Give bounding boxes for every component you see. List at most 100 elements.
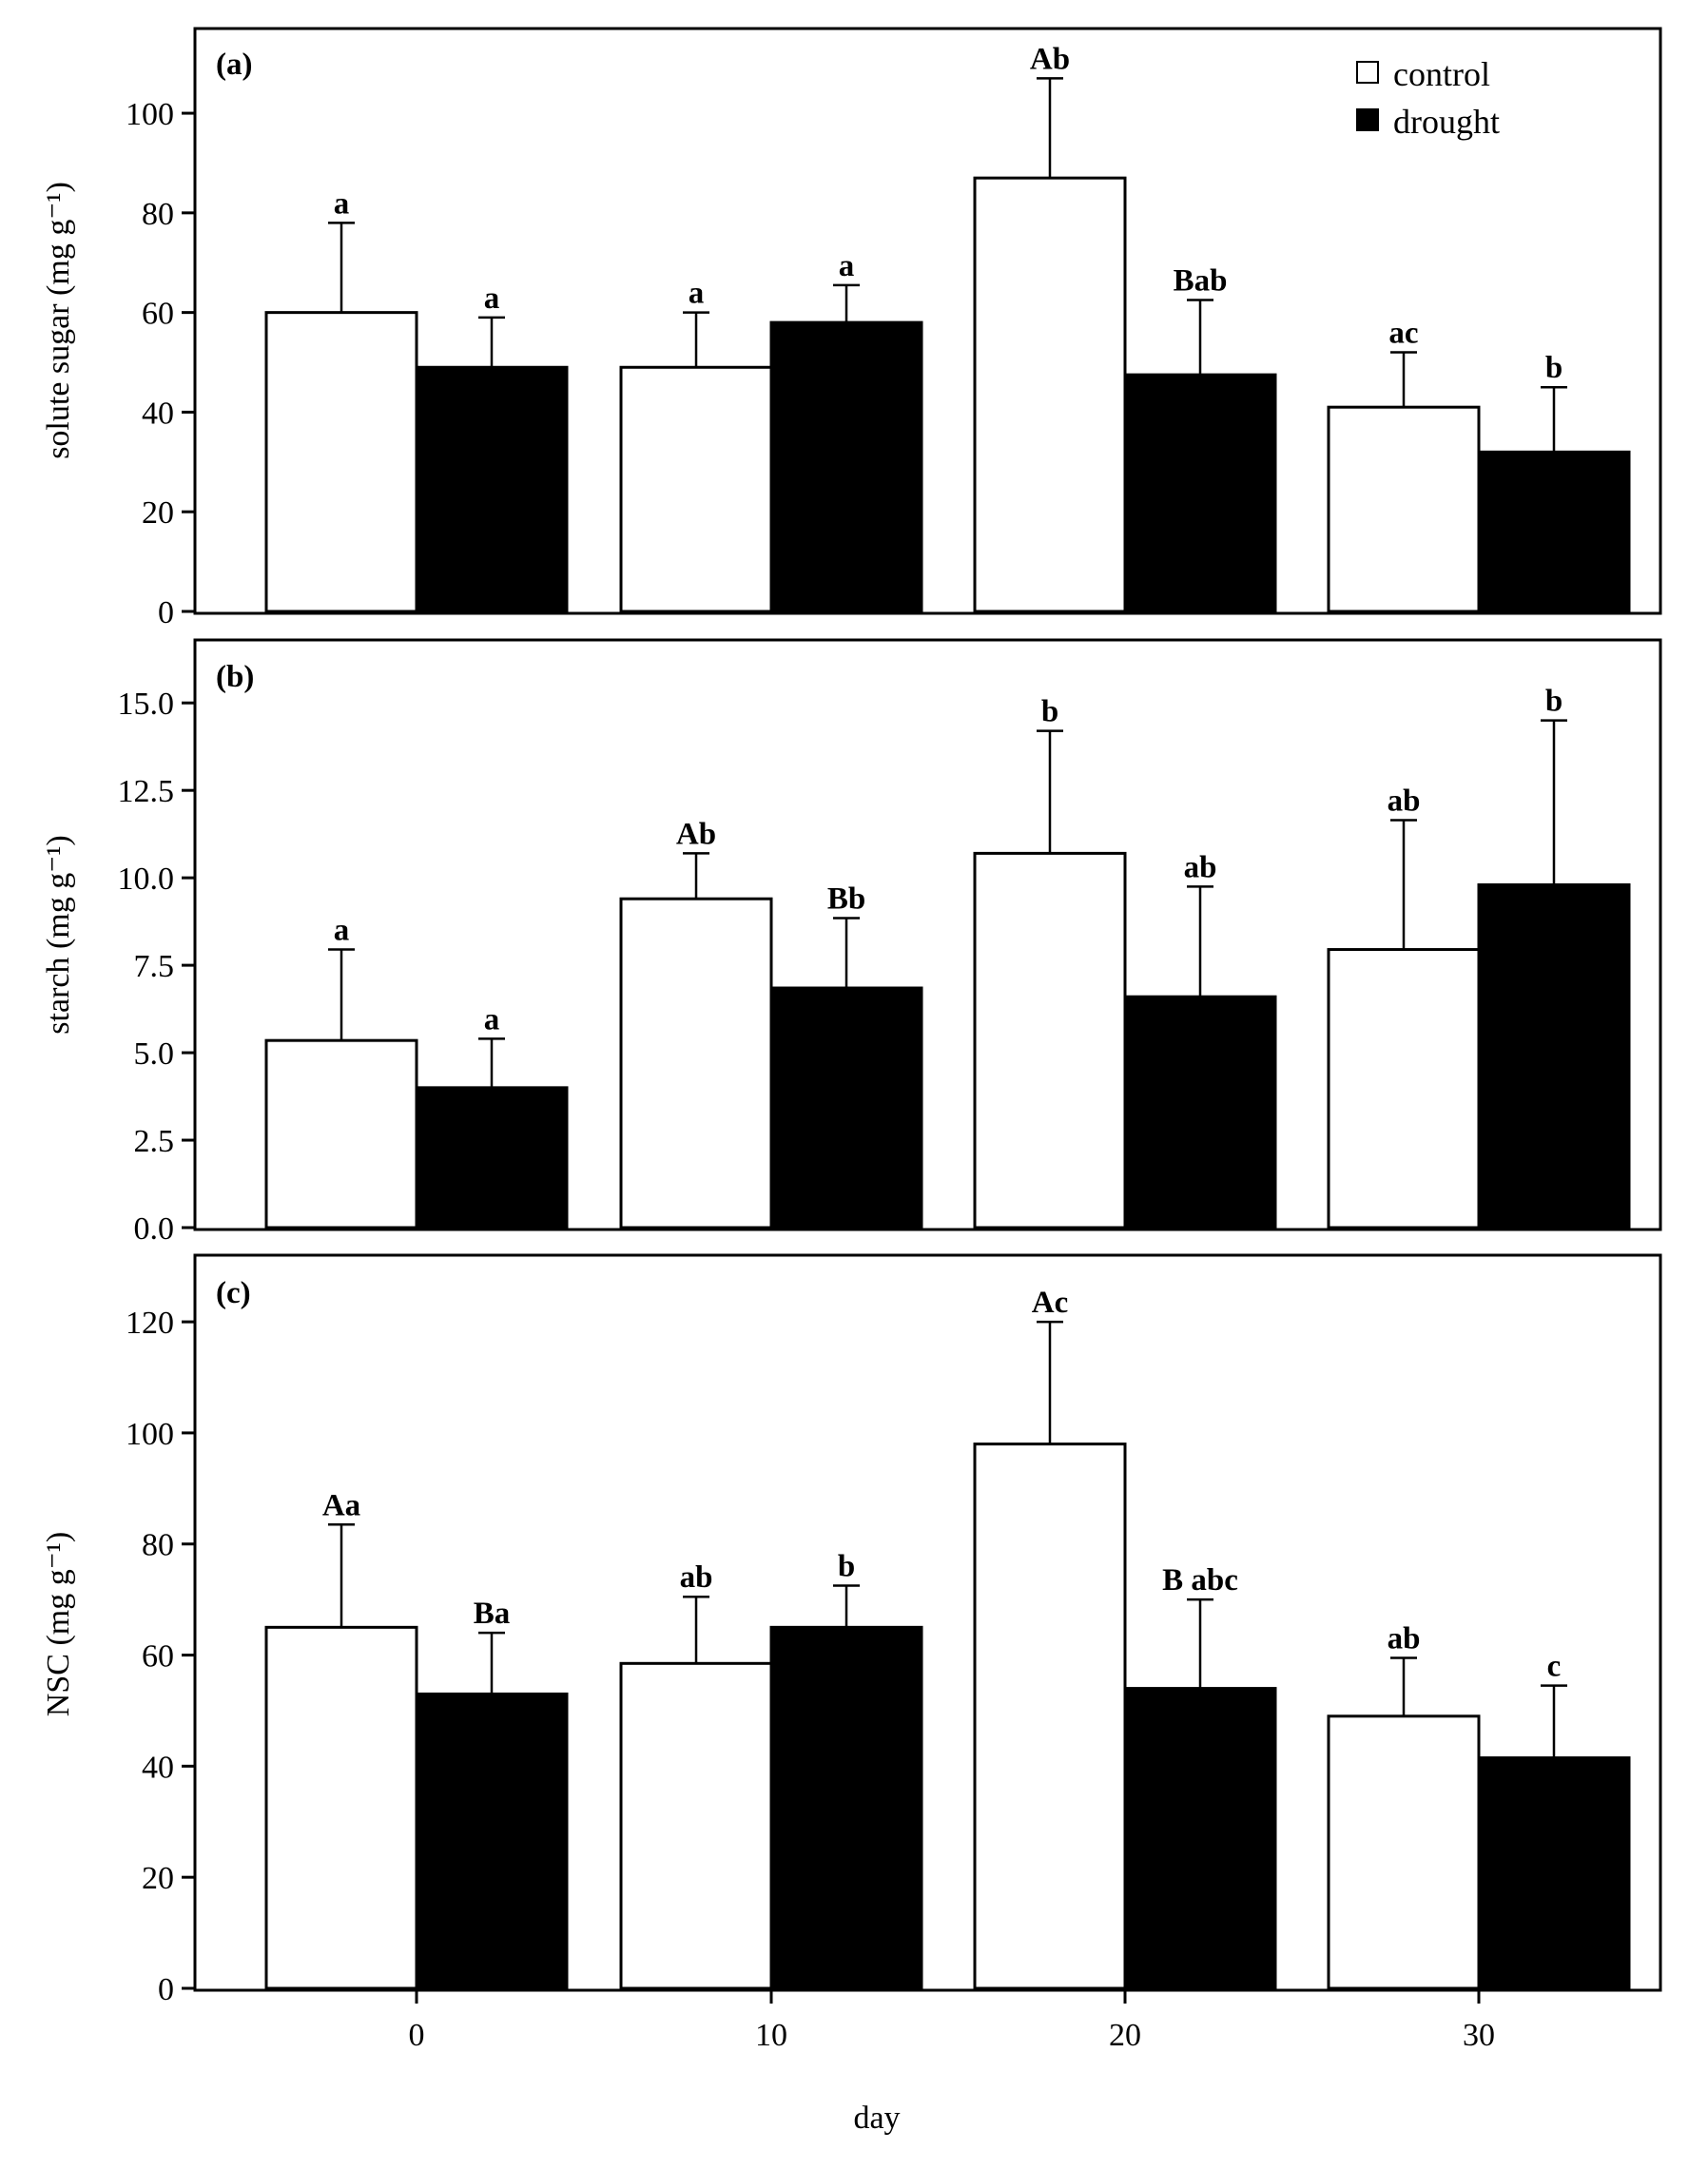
error-bar-control-day-20	[1037, 1320, 1063, 1444]
error-bar-drought-day-0	[478, 316, 505, 368]
significance-label: a	[334, 914, 350, 948]
panel-a-label: (a)	[216, 48, 252, 82]
bar-control-day-30	[1327, 405, 1481, 613]
significance-label: Aa	[322, 1488, 360, 1522]
legend-label-drought: drought	[1393, 103, 1500, 141]
error-bar-drought-day-30	[1541, 385, 1567, 453]
significance-label: b	[1041, 695, 1058, 729]
error-bar-drought-day-20	[1187, 299, 1213, 376]
panel-a-bars: a a a a Ab Bab ac b	[264, 42, 1631, 613]
significance-label: a	[334, 186, 350, 221]
legend-swatch-control	[1356, 61, 1379, 84]
error-bar-control-day-10	[683, 852, 709, 900]
bar-drought-day-30	[1477, 1756, 1631, 1990]
significance-label: Ab	[1030, 42, 1070, 76]
y-tick-label: 15.0	[118, 687, 175, 722]
x-tick-label: 20	[1109, 2018, 1141, 2053]
error-bar-control-day-30	[1390, 819, 1417, 950]
panel-a-y-ticks: 0 20 40 60 80 100	[126, 97, 195, 630]
panel-c-bars: Aa Ba ab b Ac B abc ab c	[264, 1286, 1631, 1990]
significance-label: b	[1545, 351, 1562, 385]
y-tick-label: 12.5	[118, 774, 175, 809]
bar-control-day-20	[973, 176, 1127, 613]
panel-c-y-axis-title: NSC (mg g⁻¹)	[41, 1532, 76, 1716]
y-tick-label: 100	[126, 1417, 174, 1452]
bar-control-day-30	[1327, 1714, 1481, 1990]
error-bar-control-day-30	[1390, 1656, 1417, 1716]
significance-label: Ba	[474, 1597, 511, 1631]
error-bar-drought-day-30	[1541, 719, 1567, 885]
panel-a-frame	[193, 27, 1662, 615]
y-tick-label: 120	[126, 1306, 174, 1341]
error-bar-control-day-20	[1037, 77, 1063, 179]
significance-label: ab	[1388, 784, 1421, 818]
error-bar-drought-day-10	[833, 917, 860, 989]
error-bar-drought-day-10	[833, 1584, 860, 1628]
y-tick-label: 7.5	[134, 949, 175, 984]
bar-control-day-10	[619, 1661, 773, 1990]
bar-drought-day-30	[1477, 450, 1631, 613]
bar-drought-day-10	[769, 1625, 923, 1990]
bar-control-day-20	[973, 1443, 1127, 1990]
panel-a-y-axis-title: solute sugar (mg g⁻¹)	[41, 182, 76, 459]
y-tick-label: 0.0	[134, 1211, 175, 1247]
significance-label: Ac	[1032, 1286, 1068, 1320]
x-tick-label: 0	[409, 2018, 425, 2053]
legend: control drought	[1356, 55, 1500, 141]
panel-c: 0 20 40 60 80 100 120 Aa Ba ab b Ac B abc ab c 0 10 20 3…	[41, 1253, 1662, 2136]
significance-label: ab	[1388, 1621, 1421, 1656]
y-tick-label: 5.0	[134, 1036, 175, 1072]
bar-control-day-0	[264, 311, 418, 613]
significance-label: c	[1547, 1650, 1562, 1684]
significance-label: Bab	[1174, 264, 1228, 299]
panel-b-y-ticks: 0.0 2.5 5.0 7.5 10.0 12.5 15.0	[118, 687, 195, 1247]
panel-b: 0.0 2.5 5.0 7.5 10.0 12.5 15.0 a a Ab Bb b ab ab b (b…	[41, 638, 1662, 1247]
panel-b-bars: a a Ab Bb b ab ab b	[264, 685, 1631, 1230]
bar-drought-day-0	[415, 365, 569, 613]
significance-label: B abc	[1162, 1563, 1238, 1598]
panel-c-y-ticks: 0 20 40 60 80 100 120	[126, 1306, 195, 2007]
legend-swatch-drought	[1356, 108, 1379, 131]
significance-label: ab	[1184, 850, 1217, 884]
error-bar-drought-day-10	[833, 283, 860, 323]
significance-label: Ab	[676, 817, 716, 851]
panel-c-label: (c)	[216, 1276, 251, 1310]
y-tick-label: 100	[126, 97, 174, 132]
bar-drought-day-10	[769, 320, 923, 613]
error-bar-control-day-0	[328, 222, 355, 313]
error-bar-control-day-10	[683, 311, 709, 368]
bar-drought-day-20	[1123, 373, 1277, 613]
y-tick-label: 40	[142, 1750, 174, 1785]
bar-control-day-0	[264, 1038, 418, 1230]
significance-label: a	[689, 277, 705, 311]
x-axis-title: day	[853, 2101, 900, 2136]
significance-label: a	[839, 249, 855, 283]
y-tick-label: 20	[142, 1861, 174, 1896]
panel-b-y-axis-title: starch (mg g⁻¹)	[41, 835, 76, 1034]
error-bar-drought-day-20	[1187, 1598, 1213, 1689]
bar-drought-day-0	[415, 1086, 569, 1230]
panel-c-x-ticks: 0 10 20 30	[409, 1990, 1495, 2053]
y-tick-label: 40	[142, 396, 174, 431]
bar-drought-day-0	[415, 1692, 569, 1990]
significance-label: a	[484, 1002, 500, 1036]
y-tick-label: 0	[158, 1972, 174, 2007]
significance-label: Bb	[827, 881, 865, 916]
bar-drought-day-10	[769, 986, 923, 1230]
y-tick-label: 20	[142, 495, 174, 531]
y-tick-label: 60	[142, 297, 174, 332]
panel-a: 0 20 40 60 80 100 a a a a Ab Bab ac b (a) solute sug…	[41, 27, 1662, 630]
error-bar-control-day-20	[1037, 729, 1063, 854]
significance-label: b	[838, 1550, 855, 1584]
legend-label-control: control	[1393, 55, 1490, 93]
bar-control-day-10	[619, 365, 773, 613]
bar-control-day-10	[619, 897, 773, 1230]
y-tick-label: 80	[142, 197, 174, 232]
significance-label: a	[484, 281, 500, 316]
error-bar-control-day-0	[328, 948, 355, 1041]
panel-b-frame	[193, 638, 1662, 1231]
error-bar-control-day-30	[1390, 351, 1417, 408]
bar-control-day-30	[1327, 948, 1481, 1230]
error-bar-drought-day-0	[478, 1631, 505, 1695]
